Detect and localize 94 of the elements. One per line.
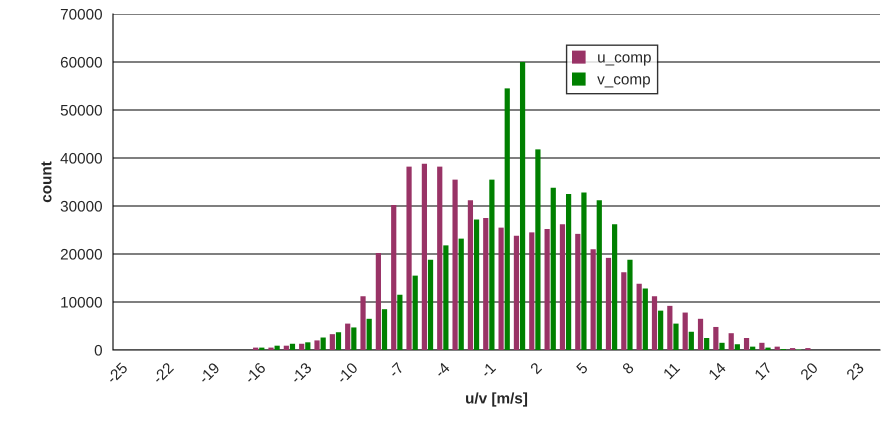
bar (376, 253, 381, 350)
x-tick-label: -4 (434, 362, 450, 378)
bar (612, 224, 618, 350)
bar (504, 88, 510, 350)
y-tick-label: 60000 (60, 56, 102, 68)
bar (713, 326, 718, 350)
bar (290, 344, 296, 350)
x-tick-label: -10 (336, 362, 358, 384)
bar (422, 164, 428, 350)
bar (299, 344, 304, 350)
bar (627, 260, 633, 350)
bar (734, 344, 740, 350)
x-tick-label: -22 (152, 362, 174, 384)
bar (397, 294, 402, 350)
y-tick-label: 20000 (60, 248, 102, 260)
bar (382, 309, 388, 350)
bar (744, 338, 750, 350)
bar (468, 200, 474, 350)
x-axis-title: u/v [m/s] (466, 392, 528, 407)
bar (443, 245, 448, 350)
bar (658, 310, 664, 350)
bar (596, 200, 602, 350)
bar (581, 192, 587, 350)
bar (682, 312, 688, 350)
bar (452, 180, 458, 350)
bar (274, 346, 280, 350)
y-tick-label: 10000 (61, 296, 102, 308)
bar (550, 188, 556, 350)
bar (642, 288, 648, 350)
bar (636, 284, 642, 350)
bar (330, 334, 335, 350)
bar (667, 306, 672, 350)
bar (728, 333, 734, 350)
bar (575, 234, 580, 350)
bar (284, 346, 289, 350)
bar (520, 62, 526, 350)
y-tick-label: 70000 (60, 8, 102, 20)
bar (759, 342, 764, 350)
bar (474, 219, 480, 350)
bar (719, 342, 725, 350)
x-tick-label: 20 (800, 362, 818, 381)
bar (698, 318, 704, 350)
bar (606, 258, 612, 350)
x-tick-label: -13 (290, 362, 312, 384)
bar (366, 318, 372, 350)
bar (688, 332, 694, 350)
bar (428, 260, 434, 350)
bar (590, 249, 596, 350)
x-tick-label: -1 (480, 362, 496, 378)
bar (544, 229, 550, 350)
bar (458, 238, 464, 350)
bar (535, 149, 541, 350)
bar (412, 276, 418, 350)
x-tick-label: -16 (244, 362, 266, 384)
bar (704, 338, 710, 350)
y-tick-label: 40000 (60, 152, 102, 164)
y-tick-label: 0 (94, 344, 102, 356)
bar (566, 194, 572, 350)
y-axis-title: count (41, 161, 52, 202)
y-tick-label: 30000 (60, 200, 102, 212)
bar (750, 346, 756, 350)
bar (529, 232, 534, 350)
y-tick-label: 50000 (60, 104, 102, 116)
bar (336, 332, 342, 350)
x-tick-label: -19 (198, 362, 220, 384)
bar (483, 218, 488, 350)
bar (673, 324, 679, 350)
bar (391, 205, 396, 350)
bar (351, 327, 356, 350)
x-tick-label: 23 (846, 362, 864, 381)
x-tick-label: 2 (530, 362, 542, 374)
x-tick-label: 8 (622, 362, 634, 375)
x-tick-label: -25 (106, 362, 128, 384)
x-tick-label: 14 (708, 362, 726, 380)
bar (437, 166, 442, 350)
bar (498, 228, 504, 350)
bar (314, 340, 320, 350)
bar (406, 166, 412, 350)
bar (774, 346, 780, 350)
x-tick-label: 17 (754, 362, 772, 380)
x-tick-label: 11 (662, 362, 680, 380)
bar (514, 236, 520, 350)
legend-label: v_comp (597, 76, 650, 88)
bar (621, 272, 626, 350)
bar (360, 296, 366, 350)
bar (652, 296, 658, 350)
bar (305, 342, 310, 350)
x-tick-label: -7 (388, 362, 404, 378)
bar (489, 180, 495, 350)
legend-label: u_comp (598, 54, 651, 66)
bar (560, 224, 566, 350)
x-tick-label: 5 (576, 362, 588, 375)
bar (320, 338, 326, 350)
bar (345, 324, 350, 350)
